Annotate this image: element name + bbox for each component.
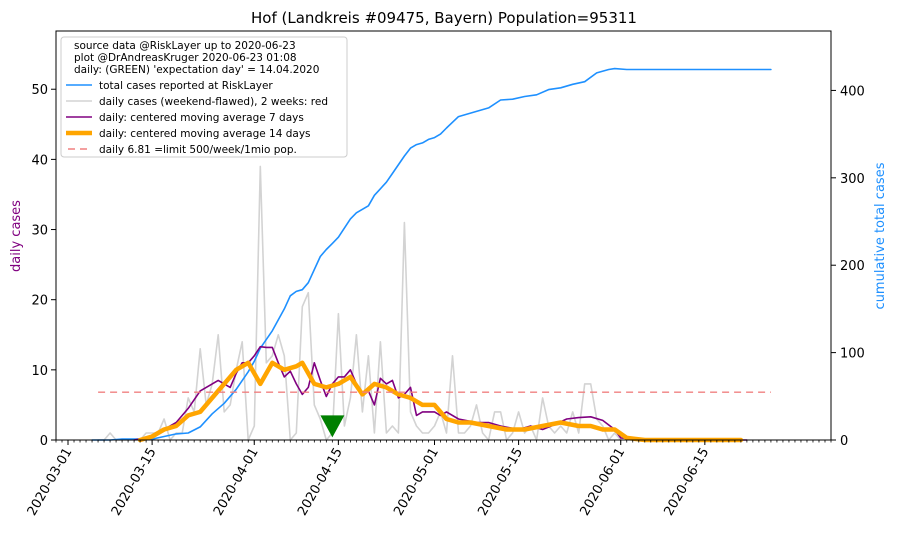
plot-frame: [55, 30, 832, 441]
series-line-total-cases-reported-at-risklayer: [91, 67, 772, 441]
x-tick-label: 2020-03-01: [25, 446, 76, 519]
legend-label-daily-centered-moving-average-14-days: daily: centered moving average 14 days: [99, 128, 311, 140]
right-tick-label: 300: [840, 172, 865, 187]
legend-label-total-cases-reported-at-risklayer: total cases reported at RiskLayer: [99, 80, 273, 92]
left-tick-label: 20: [31, 294, 48, 309]
right-tick-label: 400: [840, 84, 865, 99]
marks-layer: [91, 67, 772, 443]
legend-header-line-2: plot @DrAndreasKruger 2020-06-23 01:08: [74, 52, 297, 64]
left-tick-label: 50: [31, 83, 48, 98]
legend: source data @RiskLayer up to 2020-06-23 …: [60, 36, 348, 158]
left-axis-label: daily cases: [9, 200, 24, 272]
chart-title: Hof (Landkreis #09475, Bayern) Populatio…: [251, 9, 637, 27]
right-tick-label: 200: [840, 259, 865, 274]
x-tick-label: 2020-05-01: [391, 446, 442, 519]
left-tick-label: 40: [31, 153, 48, 168]
left-tick-label: 0: [40, 434, 48, 449]
legend-header-line-1: source data @RiskLayer up to 2020-06-23: [74, 40, 296, 52]
x-tick-label: 2020-06-01: [577, 446, 628, 519]
legend-entries: total cases reported at RiskLayer daily c…: [66, 80, 328, 156]
x-tick-label: 2020-04-15: [295, 446, 346, 519]
legend-label-daily-6-81-limit-500-week-1mio-pop: daily 6.81 =limit 500/week/1mio pop.: [99, 144, 297, 156]
right-tick-label: 0: [840, 434, 848, 449]
left-tick-label: 10: [31, 364, 48, 379]
x-tick-label: 2020-05-15: [475, 446, 526, 519]
x-tick-label: 2020-04-01: [211, 446, 262, 519]
legend-header-line-3: daily: (GREEN) 'expectation day' = 14.04…: [74, 64, 319, 76]
left-tick-label: 30: [31, 224, 48, 239]
right-axis-label: cumulative total cases: [873, 162, 888, 309]
x-tick-label: 2020-06-15: [662, 446, 713, 519]
legend-label-daily-centered-moving-average-7-days: daily: centered moving average 7 days: [99, 112, 304, 124]
legend-label-daily-cases-weekend-flawed-2-weeks-red: daily cases (weekend-flawed), 2 weeks: r…: [99, 96, 328, 108]
series-line-daily-centered-moving-average-7-days: [133, 345, 748, 441]
x-tick-label: 2020-03-15: [109, 446, 160, 519]
right-tick-label: 100: [840, 347, 865, 362]
series-line-daily-cases-weekend-flawed-2-weeks-red: [97, 165, 622, 441]
series-line-daily-centered-moving-average-14-days: [137, 360, 744, 443]
legend-box: [60, 36, 348, 158]
marker-expectation-day: [320, 415, 345, 438]
